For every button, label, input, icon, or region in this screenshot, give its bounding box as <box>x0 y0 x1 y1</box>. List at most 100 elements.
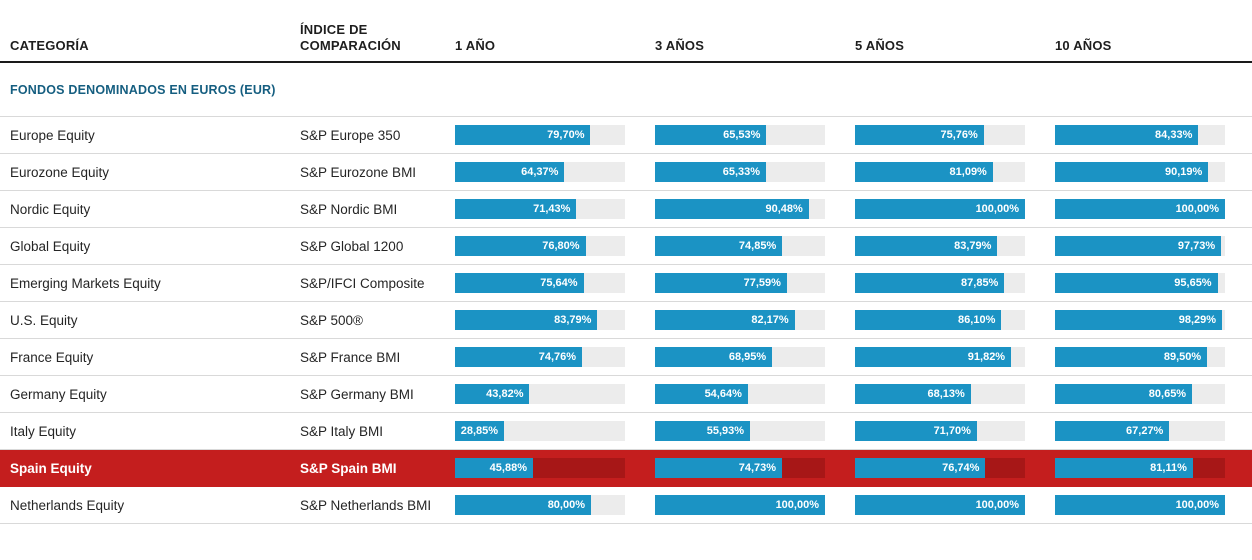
benchmark-label: S&P Netherlands BMI <box>300 497 432 513</box>
bar-value-label: 75,76% <box>940 129 978 141</box>
table-row: Spain Equity S&P Spain BMI 45,88% 74,73% 7… <box>0 450 1252 487</box>
bar-value-label: 98,29% <box>1178 314 1217 326</box>
table-row: Europe Equity S&P Europe 350 79,70% 65,53… <box>0 117 1252 154</box>
bar-fill: 77,59% <box>655 273 787 293</box>
bar-cell: 75,76% <box>855 125 1055 145</box>
bar-value-label: 74,76% <box>538 351 577 363</box>
benchmark-label: S&P Spain BMI <box>300 460 397 476</box>
bar-fill: 97,73% <box>1055 236 1222 256</box>
category-label: Netherlands Equity <box>10 497 125 513</box>
bar-fill: 100,00% <box>1055 199 1225 219</box>
table-header-row: CATEGORÍA ÍNDICE DE COMPARACIÓN 1 AÑO 3 … <box>0 0 1252 63</box>
bar-value-label: 77,59% <box>743 277 781 289</box>
bar-cell: 43,82% <box>455 384 655 404</box>
bar-cell: 71,43% <box>455 199 655 219</box>
bar-track: 45,88% <box>455 458 625 478</box>
bar-cell: 55,93% <box>655 421 855 441</box>
bar-cell: 100,00% <box>855 495 1055 515</box>
bar-fill: 82,17% <box>655 310 795 330</box>
bar-cell: 77,59% <box>655 273 855 293</box>
table-row: U.S. Equity S&P 500® 83,79% 82,17% 86,10% 9… <box>0 302 1252 339</box>
bar-track: 86,10% <box>855 310 1025 330</box>
bar-track: 98,29% <box>1055 310 1225 330</box>
table-row: Netherlands Equity S&P Netherlands BMI 8… <box>0 487 1252 524</box>
bar-value-label: 100,00% <box>1175 499 1219 511</box>
bar-value-label: 43,82% <box>486 388 524 400</box>
spiva-percentage-table: CATEGORÍA ÍNDICE DE COMPARACIÓN 1 AÑO 3 … <box>0 0 1252 524</box>
bar-value-label: 89,50% <box>1163 351 1202 363</box>
benchmark-label: S&P Nordic BMI <box>300 201 398 217</box>
bar-fill: 76,74% <box>855 458 986 478</box>
bar-value-label: 76,74% <box>942 462 980 474</box>
bar-fill: 87,85% <box>855 273 1005 293</box>
bar-track: 71,70% <box>855 421 1025 441</box>
bar-value-label: 67,27% <box>1126 425 1164 437</box>
bar-fill: 100,00% <box>855 495 1025 515</box>
section-title: FONDOS DENOMINADOS EN EUROS (EUR) <box>10 82 276 97</box>
bar-cell: 67,27% <box>1055 421 1252 441</box>
bar-track: 89,50% <box>1055 347 1225 367</box>
bar-value-label: 68,95% <box>728 351 767 363</box>
table-row: France Equity S&P France BMI 74,76% 68,95… <box>0 339 1252 376</box>
bar-cell: 68,13% <box>855 384 1055 404</box>
category-label: Global Equity <box>10 238 91 254</box>
bar-fill: 43,82% <box>455 384 530 404</box>
bar-fill: 98,29% <box>1055 310 1223 330</box>
bar-track: 91,82% <box>855 347 1025 367</box>
bar-cell: 90,48% <box>655 199 855 219</box>
bar-cell: 79,70% <box>455 125 655 145</box>
bar-fill: 80,00% <box>455 495 591 515</box>
bar-track: 74,73% <box>655 458 825 478</box>
bar-cell: 81,11% <box>1055 458 1252 478</box>
bar-track: 74,85% <box>655 236 825 256</box>
bar-track: 77,59% <box>655 273 825 293</box>
bar-fill: 83,79% <box>455 310 598 330</box>
bar-value-label: 55,93% <box>706 425 745 437</box>
bar-fill: 71,70% <box>855 421 977 441</box>
bar-fill: 81,09% <box>855 162 993 182</box>
benchmark-label: S&P Italy BMI <box>300 423 384 439</box>
bar-track: 80,00% <box>455 495 625 515</box>
bar-cell: 97,73% <box>1055 236 1252 256</box>
benchmark-label: S&P Germany BMI <box>300 386 414 402</box>
bar-cell: 65,53% <box>655 125 855 145</box>
bar-cell: 89,50% <box>1055 347 1252 367</box>
bar-cell: 82,17% <box>655 310 855 330</box>
bar-value-label: 100,00% <box>775 499 819 511</box>
bar-fill: 75,76% <box>855 125 984 145</box>
bar-track: 81,11% <box>1055 458 1225 478</box>
bar-cell: 83,79% <box>855 236 1055 256</box>
bar-track: 81,09% <box>855 162 1025 182</box>
bar-cell: 83,79% <box>455 310 655 330</box>
column-header-1-ano: 1 AÑO <box>455 38 496 53</box>
bar-cell: 80,00% <box>455 495 655 515</box>
bar-fill: 89,50% <box>1055 347 1208 367</box>
bar-value-label: 28,85% <box>460 425 499 437</box>
column-header-10-anos: 10 AÑOS <box>1055 38 1112 53</box>
benchmark-label: S&P Europe 350 <box>300 127 401 143</box>
category-label: U.S. Equity <box>10 312 78 328</box>
column-header-indice-comparacion: ÍNDICE DE COMPARACIÓN <box>300 22 401 53</box>
bar-value-label: 75,64% <box>540 277 578 289</box>
bar-value-label: 83,79% <box>554 314 592 326</box>
bar-cell: 74,73% <box>655 458 855 478</box>
bar-value-label: 76,80% <box>542 240 580 252</box>
bar-value-label: 71,70% <box>933 425 971 437</box>
bar-value-label: 81,09% <box>949 166 987 178</box>
bar-fill: 74,73% <box>655 458 783 478</box>
bar-cell: 28,85% <box>455 421 655 441</box>
bar-fill: 81,11% <box>1055 458 1193 478</box>
bar-value-label: 64,37% <box>521 166 559 178</box>
bar-value-label: 100,00% <box>1175 203 1219 215</box>
bar-track: 54,64% <box>655 384 825 404</box>
category-label: Nordic Equity <box>10 201 91 217</box>
bar-fill: 68,13% <box>855 384 971 404</box>
bar-value-label: 97,73% <box>1177 240 1216 252</box>
bar-fill: 84,33% <box>1055 125 1199 145</box>
bar-cell: 54,64% <box>655 384 855 404</box>
bar-fill: 75,64% <box>455 273 584 293</box>
benchmark-label: S&P France BMI <box>300 349 401 365</box>
table-row: Eurozone Equity S&P Eurozone BMI 64,37% 6… <box>0 154 1252 191</box>
bar-fill: 45,88% <box>455 458 533 478</box>
bar-value-label: 82,17% <box>751 314 789 326</box>
